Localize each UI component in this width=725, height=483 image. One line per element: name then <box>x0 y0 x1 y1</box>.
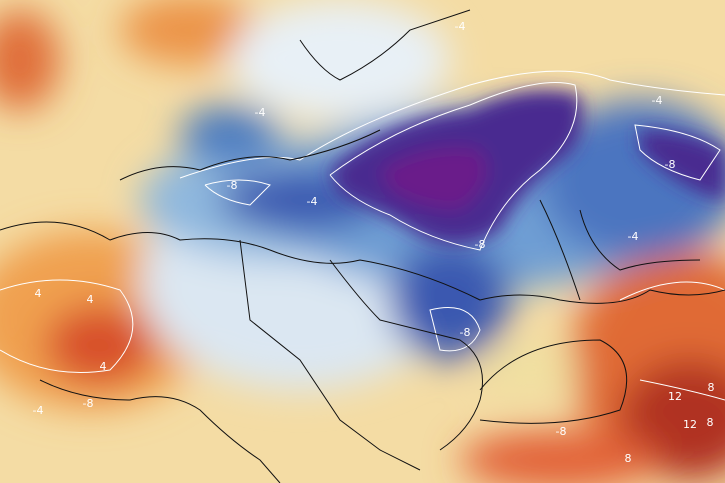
contour-label: -8 <box>460 326 471 339</box>
contour-label: 8 <box>708 381 715 394</box>
contour-labels: -4 -8 -8 -4 -8 -4 -8 -4 4 4 4 -8 -4 12 1… <box>33 20 715 465</box>
contour-label: -4 <box>255 106 266 119</box>
contour-label: -4 <box>628 230 639 243</box>
contour-label: -4 <box>33 404 44 417</box>
contour-label: -4 <box>652 94 663 107</box>
contour-label: 4 <box>100 360 107 373</box>
contour-label: -8 <box>475 238 486 251</box>
contour-label: 8 <box>625 452 632 465</box>
contour-label: 12 <box>668 390 682 403</box>
contour-label: 4 <box>87 293 94 306</box>
contour-label: 8 <box>707 416 714 429</box>
contour-label: -8 <box>665 158 676 171</box>
contour-label: -8 <box>83 397 94 410</box>
borders <box>0 9 725 483</box>
contour-label: -8 <box>556 425 567 438</box>
contour-label: -8 <box>227 179 238 192</box>
cold-core <box>330 90 725 244</box>
contour-label: 12 <box>683 418 697 431</box>
contour-label: -4 <box>307 195 318 208</box>
contour-label: 4 <box>35 287 42 300</box>
contour-label: -4 <box>455 20 466 33</box>
